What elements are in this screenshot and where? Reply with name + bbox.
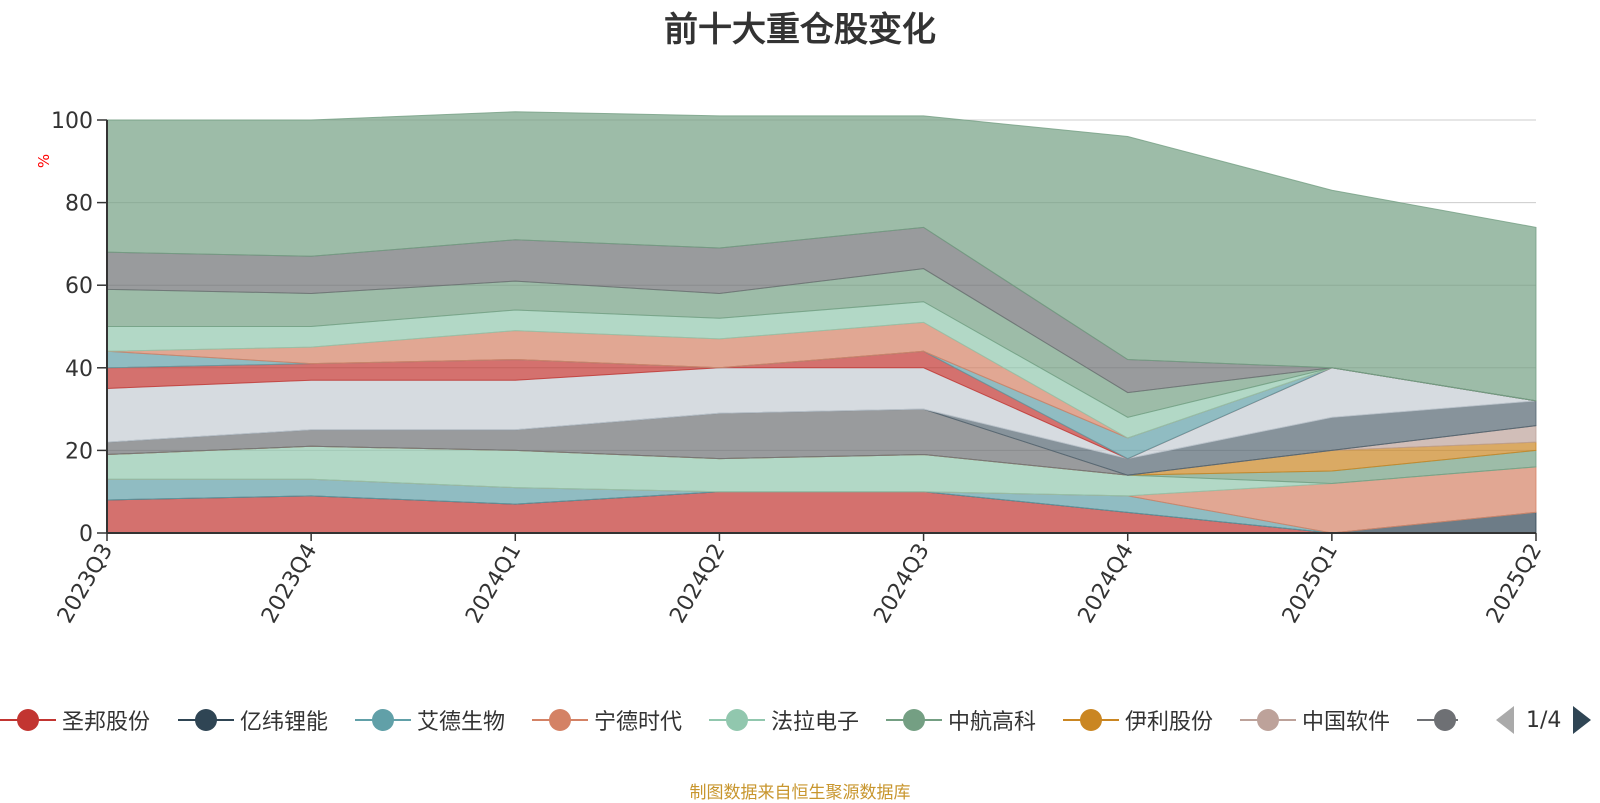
y-axis-tick-label: 0	[79, 522, 93, 547]
y-axis-tick-label: 20	[65, 439, 93, 464]
legend-item[interactable]: ...	[1417, 700, 1458, 740]
x-axis-tick-label: 2024Q2	[665, 540, 730, 628]
y-axis-unit-label: %	[35, 154, 53, 168]
x-axis-tick-label: 2025Q1	[1278, 540, 1343, 628]
legend-marker-icon	[1240, 700, 1296, 740]
area-series-group	[106, 111, 1537, 534]
chart-title: 前十大重仓股变化	[664, 10, 936, 50]
legend-marker-icon	[355, 700, 411, 740]
legend-marker-icon	[178, 700, 234, 740]
legend-item-label: 法拉电子	[771, 710, 860, 735]
legend-pager: 1/4	[1496, 700, 1592, 740]
x-axis-tick-label: 2023Q3	[53, 540, 118, 628]
legend-marker-icon	[532, 700, 588, 740]
legend-item-label: 中航高科	[948, 710, 1037, 735]
x-axis-tick-label: 2024Q4	[1074, 540, 1139, 628]
y-axis-tick-label: 80	[65, 192, 93, 217]
legend-item[interactable]: 艾德生物	[355, 700, 505, 740]
legend-marker-icon	[886, 700, 942, 740]
legend-item[interactable]: 宁德时代	[532, 700, 682, 740]
legend-item[interactable]: 法拉电子	[709, 700, 859, 740]
legend: 圣邦股份 亿纬锂能 艾德生物 宁德时代 法拉电子 中航高科 伊利股份 中国软件... 1/4	[0, 700, 1600, 740]
legend-item-label: 艾德生物	[417, 710, 506, 735]
legend-item[interactable]: 伊利股份	[1063, 700, 1213, 740]
legend-marker-icon	[0, 700, 56, 740]
legend-item-label: 伊利股份	[1125, 710, 1214, 735]
legend-item[interactable]: 亿纬锂能	[178, 700, 328, 740]
source-note: 制图数据来自恒生聚源数据库	[689, 783, 911, 803]
x-axis-tick-label: 2024Q1	[461, 540, 526, 628]
legend-item-label: 中国软件	[1302, 710, 1391, 735]
legend-item-label: 宁德时代	[594, 710, 683, 735]
y-axis-tick-label: 100	[51, 109, 93, 134]
legend-items: 圣邦股份 亿纬锂能 艾德生物 宁德时代 法拉电子 中航高科 伊利股份 中国软件...	[0, 700, 1458, 740]
area-series-18[interactable]	[106, 111, 1537, 402]
stacked-area-chart: 0 20 40 60 80 100 2023Q3 2023Q4 2024Q1 2024Q2 2024…	[35, 109, 1547, 628]
x-axis-tick-label: 2025Q2	[1482, 540, 1547, 628]
legend-item[interactable]: 圣邦股份	[0, 700, 150, 740]
legend-next-page-icon[interactable]	[1573, 706, 1592, 734]
x-axis-tick-label: 2023Q4	[257, 540, 322, 628]
legend-item[interactable]: 中航高科	[886, 700, 1036, 740]
legend-marker-icon	[1063, 700, 1119, 740]
legend-item-label: 圣邦股份	[62, 710, 151, 735]
legend-marker-icon	[709, 700, 765, 740]
legend-page-indicator: 1/4	[1526, 707, 1562, 733]
y-axis-tick-label: 40	[65, 357, 93, 382]
legend-item-label: 亿纬锂能	[240, 710, 329, 735]
legend-prev-page-icon[interactable]	[1496, 706, 1514, 734]
x-axis-tick-label: 2024Q3	[869, 540, 934, 628]
legend-marker-icon	[1417, 700, 1458, 740]
legend-item[interactable]: 中国软件	[1240, 700, 1390, 740]
y-axis-tick-label: 60	[65, 274, 93, 299]
